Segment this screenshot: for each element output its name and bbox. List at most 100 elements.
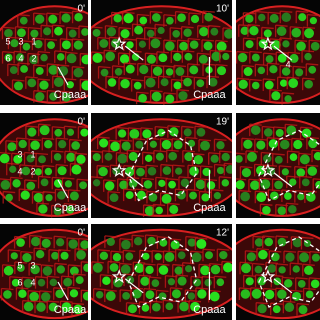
- nucleus: [238, 79, 248, 90]
- membrane: [217, 248, 230, 251]
- nucleus: [11, 278, 20, 287]
- nucleus: [95, 290, 104, 299]
- nucleus: [124, 166, 135, 177]
- nucleus: [76, 154, 86, 164]
- nucleus: [284, 95, 292, 103]
- nucleus: [35, 14, 45, 24]
- membrane: [296, 303, 310, 306]
- membrane: [97, 164, 110, 168]
- nucleus: [173, 140, 183, 150]
- nucleus: [58, 66, 69, 76]
- nucleus: [92, 52, 103, 63]
- nucleus: [190, 14, 200, 24]
- nucleus: [291, 27, 302, 38]
- nucleus: [29, 291, 39, 302]
- membrane: [58, 249, 71, 252]
- nucleus: [143, 180, 153, 189]
- membrane: [275, 24, 288, 27]
- nucleus: [175, 167, 183, 175]
- membrane: [181, 75, 194, 78]
- nucleus: [151, 91, 162, 102]
- nucleus: [102, 276, 111, 285]
- membrane: [224, 162, 232, 165]
- nucleus: [151, 13, 161, 22]
- nucleus: [257, 276, 266, 286]
- membrane: [301, 49, 315, 53]
- membrane: [22, 276, 35, 279]
- membrane: [143, 263, 156, 266]
- nucleus: [58, 140, 67, 149]
- nucleus: [136, 167, 145, 177]
- membrane: [255, 190, 268, 193]
- nucleus: [210, 264, 221, 275]
- membrane: [127, 176, 140, 180]
- membrane: [188, 37, 201, 41]
- membrane: [267, 137, 280, 140]
- membrane: [219, 49, 232, 53]
- panel: 4: [236, 0, 320, 105]
- nucleus: [256, 140, 266, 150]
- membrane: [166, 178, 179, 181]
- nucleus: [268, 139, 278, 149]
- membrane: [73, 273, 86, 276]
- nucleus: [251, 81, 260, 90]
- membrane: [45, 38, 58, 41]
- cell-label: Cpaaa: [193, 202, 226, 214]
- nucleus: [0, 180, 11, 190]
- membrane: [123, 38, 137, 41]
- membrane: [119, 238, 132, 241]
- membrane: [18, 62, 31, 65]
- outline: [127, 129, 198, 202]
- nucleus: [152, 66, 163, 76]
- membrane: [10, 176, 23, 180]
- membrane: [133, 261, 146, 264]
- membrane: [123, 188, 136, 191]
- nucleus: [269, 65, 278, 74]
- nucleus: [7, 142, 17, 152]
- membrane: [282, 92, 295, 95]
- cell-label: Cpaaa: [193, 304, 226, 316]
- membrane: [56, 137, 69, 140]
- nucleus: [39, 125, 50, 136]
- membrane: [202, 10, 215, 13]
- membrane: [157, 236, 170, 239]
- membrane: [29, 262, 42, 266]
- nucleus: [189, 65, 199, 75]
- nucleus: [306, 192, 316, 202]
- nucleus: [263, 29, 272, 38]
- membrane: [187, 63, 200, 66]
- membrane: [239, 287, 252, 290]
- membrane: [255, 63, 268, 67]
- membrane: [255, 10, 268, 14]
- nucleus: [204, 278, 212, 287]
- membrane: [8, 249, 21, 252]
- nucleus: [282, 40, 290, 48]
- membrane: [173, 64, 187, 68]
- membrane: [38, 175, 51, 179]
- nucleus: [92, 153, 101, 162]
- membrane: [78, 237, 88, 241]
- nucleus: [132, 289, 142, 299]
- membrane: [170, 27, 183, 30]
- nucleus: [289, 53, 299, 63]
- membrane: [2, 264, 15, 267]
- membrane: [268, 189, 281, 192]
- pointer-line: [57, 179, 69, 199]
- membrane: [61, 275, 74, 278]
- nucleus: [112, 253, 122, 262]
- membrane: [70, 162, 83, 166]
- membrane: [60, 38, 73, 41]
- membrane: [149, 276, 162, 279]
- panel: 0' 5 3 1 6 4 2 Cpaaa: [0, 0, 88, 105]
- nucleus: [44, 167, 53, 176]
- nucleus: [39, 80, 49, 90]
- nucleus: [30, 236, 41, 247]
- nucleus: [61, 40, 71, 50]
- nucleus: [81, 80, 88, 91]
- membrane: [256, 247, 269, 251]
- membrane: [181, 125, 194, 129]
- nucleus: [299, 154, 310, 165]
- nucleus: [304, 28, 315, 39]
- nucleus: [49, 278, 58, 287]
- nucleus: [315, 180, 320, 189]
